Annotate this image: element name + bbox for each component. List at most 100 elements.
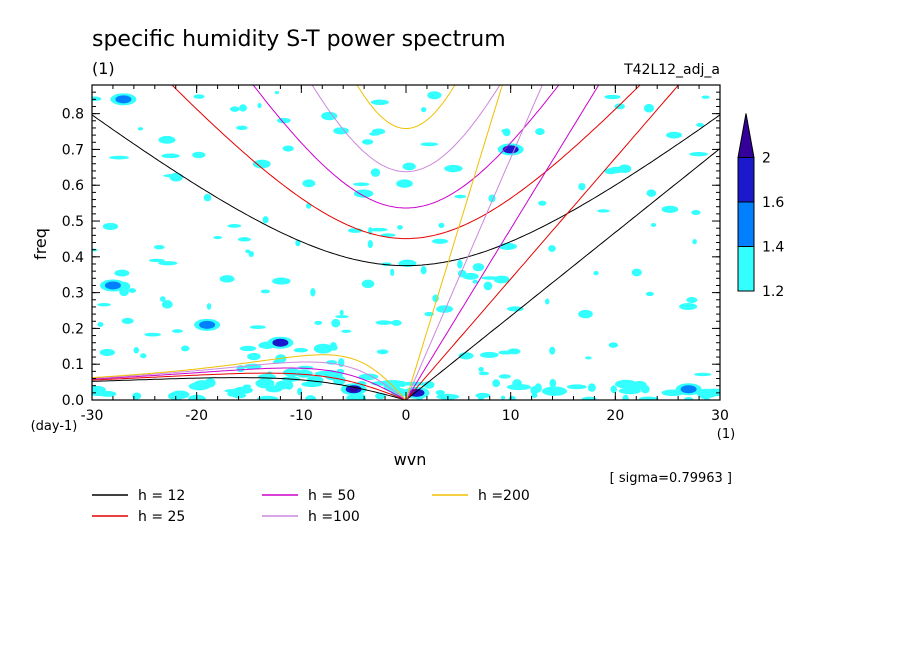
kelvin-curve — [405, 85, 600, 400]
sig-patch — [694, 372, 712, 377]
sig-patch — [420, 107, 427, 113]
sig-patch — [256, 395, 279, 400]
y-tick-label: 0.3 — [62, 286, 84, 302]
y-tick-label: 0.5 — [62, 214, 84, 230]
sig-patch — [462, 272, 479, 280]
sig-patch — [260, 289, 270, 294]
sig-patch — [239, 345, 257, 352]
colorbar-label: 1.6 — [762, 195, 784, 211]
sig-patch — [498, 374, 511, 379]
sig-patch — [370, 168, 381, 177]
sig-patch — [380, 233, 396, 237]
sig-patch — [144, 332, 162, 337]
ig-curve — [311, 85, 501, 173]
sig-patch — [229, 106, 240, 112]
sig-patch — [284, 380, 294, 390]
sig-patch — [609, 166, 625, 174]
sig-patch — [472, 279, 478, 284]
colorbar-extend — [737, 113, 755, 158]
sig-patch — [435, 390, 445, 396]
sig-patch — [302, 179, 316, 188]
sig-patch — [227, 224, 242, 228]
y-tick-label: 0.0 — [62, 393, 84, 409]
sig-blob-core — [412, 390, 421, 396]
sig-patch — [353, 189, 374, 198]
sig-patch — [255, 380, 271, 386]
colorbar-label: 1.4 — [762, 240, 784, 256]
sig-patch — [604, 94, 621, 100]
sig-patch — [501, 129, 509, 133]
sig-patch — [341, 329, 352, 333]
ig-curve — [171, 85, 641, 240]
colorbar-segment — [737, 246, 755, 292]
x-axis-label: wvn — [394, 450, 427, 469]
x-tick-label: 0 — [402, 408, 411, 424]
sig-patch — [376, 349, 389, 355]
legend-label: h =200 — [478, 488, 530, 504]
sig-patch — [477, 394, 485, 400]
sig-patch — [508, 395, 516, 400]
sig-patch — [92, 385, 106, 394]
sig-patch — [192, 151, 206, 159]
sig-patch — [597, 209, 610, 213]
sig-patch — [566, 384, 587, 390]
sig-patch — [181, 345, 190, 352]
x-unit-label: (1) — [717, 427, 735, 442]
sig-patch — [272, 277, 291, 285]
sig-patch — [686, 296, 698, 303]
sig-patch — [249, 325, 266, 330]
sig-patch — [581, 396, 597, 400]
sig-patch — [333, 127, 349, 135]
colorbar-label: 1.2 — [762, 284, 784, 300]
sig-patch — [331, 318, 341, 328]
sig-patch — [483, 281, 493, 291]
sig-patch — [691, 209, 701, 215]
sig-patch — [251, 353, 259, 358]
sig-patch — [397, 225, 403, 230]
sig-patch — [245, 249, 251, 254]
sig-patch — [224, 388, 251, 393]
y-tick-label: 0.4 — [62, 250, 84, 266]
sig-patch — [324, 371, 344, 381]
sig-patch — [391, 319, 402, 326]
ig-curve — [356, 85, 456, 130]
sig-patch — [548, 245, 556, 252]
sig-patch — [498, 350, 514, 355]
sig-patch — [314, 320, 323, 325]
sig-blob-mid — [680, 385, 697, 394]
sig-patch — [549, 346, 556, 355]
sig-patch — [321, 111, 338, 121]
sig-patch — [578, 309, 593, 319]
sig-patch — [541, 386, 568, 396]
x-tick-label: -10 — [290, 408, 313, 424]
sig-patch — [692, 238, 697, 245]
sig-patch — [335, 315, 349, 319]
chart-title: specific humidity S-T power spectrum — [92, 27, 506, 52]
sig-patch — [361, 279, 375, 289]
sig-patch — [102, 222, 119, 231]
sig-patch — [650, 223, 657, 228]
sig-patch — [375, 320, 393, 325]
sig-patch — [645, 291, 654, 297]
sig-patch — [158, 261, 178, 266]
kelvin-curve — [405, 85, 503, 400]
sig-patch — [137, 127, 144, 131]
sig-patch — [293, 347, 308, 353]
sig-patch — [646, 189, 657, 197]
sig-patch — [168, 393, 189, 398]
sig-patch — [239, 104, 247, 112]
legend-label: h = 25 — [138, 509, 185, 525]
kelvin-curve — [405, 85, 543, 400]
sig-patch — [679, 303, 698, 311]
sig-patch — [310, 287, 316, 297]
sig-patch — [206, 303, 212, 310]
rossby-curve — [92, 361, 407, 400]
sig-patch — [188, 382, 210, 391]
sig-patch — [420, 266, 427, 275]
sig-patch — [431, 238, 449, 244]
sig-patch — [161, 300, 173, 309]
legend: h = 12 h = 25 h = 50 h =100 h =200 — [92, 488, 530, 525]
sig-patch — [701, 95, 710, 99]
sig-patch — [481, 276, 499, 280]
sig-patch — [534, 383, 542, 393]
